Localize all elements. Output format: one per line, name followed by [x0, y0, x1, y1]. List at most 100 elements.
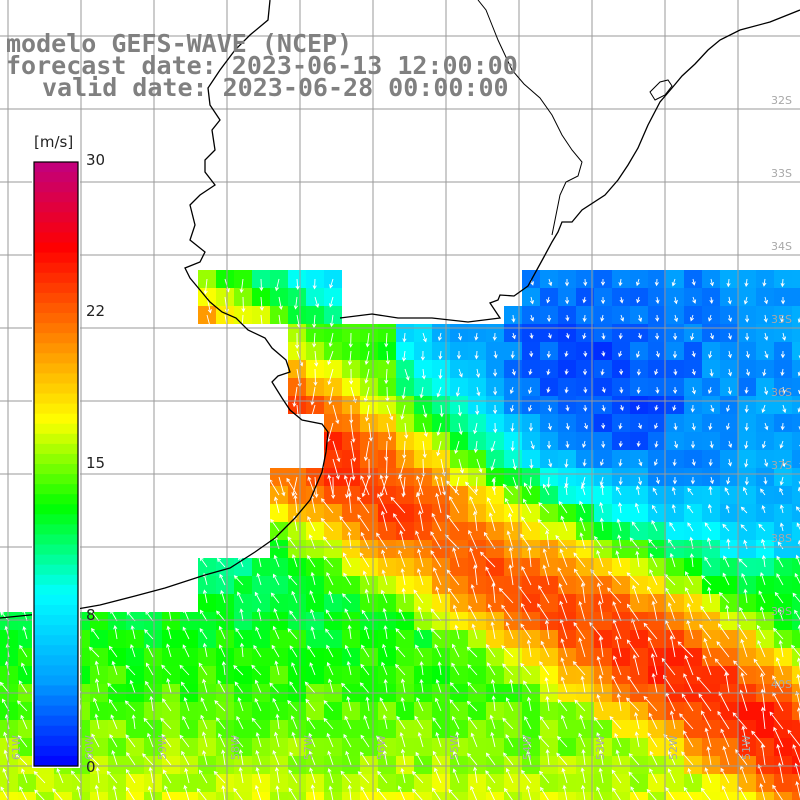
wind-arrow: [501, 604, 514, 622]
colorbar-swatch: [34, 343, 78, 354]
wind-arrow: [251, 717, 262, 730]
latitude-label: 34S: [771, 240, 792, 253]
wind-arrow: [417, 548, 424, 568]
wind-arrow: [446, 480, 460, 496]
wind-arrow: [704, 522, 712, 532]
colorbar-swatch: [34, 453, 78, 465]
wind-arrow: [782, 404, 787, 414]
wind-arrow: [401, 587, 406, 604]
latitude-label: 40S: [771, 678, 792, 691]
wind-arrow: [90, 609, 100, 622]
wind-arrow: [720, 728, 730, 748]
wind-arrow: [727, 314, 732, 323]
wind-arrow: [612, 655, 622, 676]
wind-arrow: [512, 476, 519, 490]
wind-arrow: [379, 474, 388, 496]
wind-arrow: [320, 517, 334, 532]
wind-arrow: [200, 697, 208, 712]
wind-arrow: [415, 644, 424, 658]
wind-arrow: [400, 748, 406, 766]
wind-arrow: [722, 523, 730, 532]
wind-arrow: [363, 440, 370, 462]
wind-arrow: [612, 601, 622, 622]
wind-arrow: [345, 750, 352, 766]
wind-arrow: [385, 350, 390, 365]
wind-arrow: [781, 458, 786, 468]
wind-arrow: [526, 639, 532, 658]
wind-cell: [792, 360, 800, 378]
wind-arrow: [376, 735, 388, 748]
wind-arrow: [305, 698, 316, 712]
wind-arrow: [673, 332, 678, 341]
wind-arrow: [597, 600, 604, 622]
wind-arrow: [600, 484, 605, 496]
wind-cell: [126, 792, 144, 800]
wind-cell: [756, 792, 774, 800]
wind-arrow: [219, 573, 226, 586]
wind-arrow: [328, 678, 334, 694]
wind-arrow: [542, 483, 550, 496]
longitude-label: 56W: [375, 735, 388, 760]
wind-arrow: [764, 386, 769, 396]
wind-arrow: [344, 644, 352, 658]
wind-arrow: [130, 625, 136, 640]
wind-arrow: [363, 715, 370, 730]
wind-arrow: [726, 476, 731, 485]
wind-arrow: [241, 296, 246, 313]
wind-cell: [792, 306, 800, 324]
wind-arrow: [791, 644, 800, 657]
wind-arrow: [579, 714, 586, 730]
longitude-labels: 61W60W59W58W57W56W55W54W53W52W51W50W: [10, 735, 753, 760]
wind-arrow: [776, 743, 784, 766]
wind-arrow: [164, 785, 172, 800]
wind-arrow: [377, 770, 388, 784]
wind-arrow: [332, 404, 340, 425]
wind-arrow: [469, 495, 478, 514]
wind-arrow: [438, 350, 443, 360]
wind-arrow: [647, 636, 658, 658]
wind-arrow: [744, 386, 749, 395]
wind-arrow: [327, 350, 334, 366]
colorbar-swatch: [34, 192, 78, 203]
wind-arrow: [418, 510, 424, 532]
wind-cell: [198, 792, 216, 800]
wind-arrow: [579, 500, 586, 514]
wind-arrow: [671, 278, 676, 287]
wind-arrow: [777, 607, 784, 622]
wind-arrow: [270, 518, 280, 532]
wind-arrow: [350, 422, 356, 443]
wind-arrow: [485, 566, 496, 586]
wind-arrow: [646, 788, 657, 800]
wind-arrow: [312, 314, 317, 329]
latitude-label: 35S: [771, 313, 792, 326]
wind-arrow: [21, 768, 28, 784]
wind-cell: [252, 792, 270, 800]
wind-arrow: [564, 483, 569, 496]
wind-arrow: [411, 771, 424, 784]
wind-arrow: [420, 350, 425, 361]
wind-arrow: [572, 661, 586, 676]
wind-arrow: [251, 664, 262, 676]
wind-arrow: [780, 314, 785, 323]
wind-arrow: [466, 700, 478, 712]
wind-arrow: [636, 350, 640, 359]
wind-arrow: [332, 458, 340, 480]
wind-arrow: [511, 314, 516, 323]
wind-arrow: [665, 786, 675, 800]
wind-arrow: [434, 697, 442, 712]
colorbar-swatch: [34, 544, 78, 556]
wind-arrow: [239, 642, 245, 658]
wind-arrow: [215, 717, 226, 730]
wind-arrow: [648, 712, 658, 730]
wind-arrow: [490, 731, 496, 748]
wind-arrow: [685, 586, 694, 604]
wind-arrow: [417, 568, 424, 586]
wind-cell: [792, 648, 800, 666]
wind-arrow: [600, 368, 605, 376]
wind-arrow: [618, 458, 623, 467]
wind-arrow: [416, 475, 424, 496]
wind-arrow: [502, 663, 514, 676]
wind-arrow: [383, 678, 388, 694]
wind-arrow: [435, 492, 442, 514]
wind-arrow: [583, 278, 588, 287]
